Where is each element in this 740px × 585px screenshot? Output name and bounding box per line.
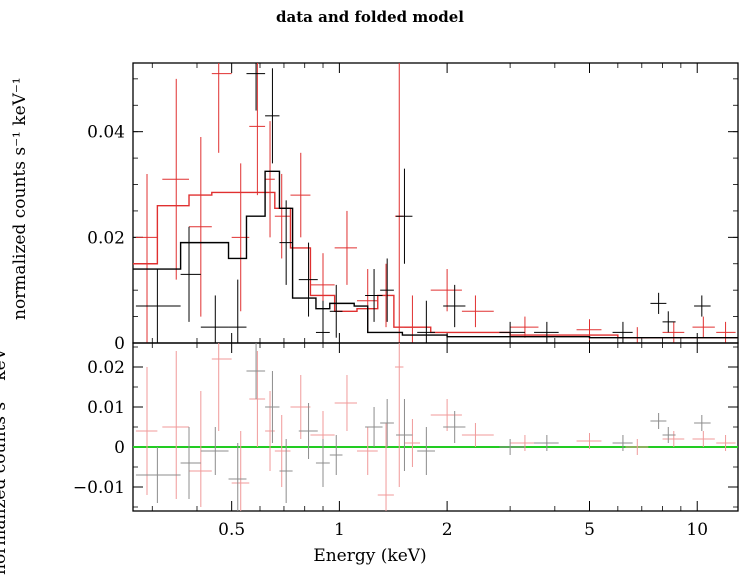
y-tick-label: −0.01 xyxy=(73,478,125,498)
model-line xyxy=(133,170,738,339)
plot-frame xyxy=(132,62,739,344)
y-axis-label-bottom: normalized counts s⁻¹ keV⁻¹ xyxy=(0,332,10,575)
series-1 xyxy=(135,343,711,511)
model-line xyxy=(133,191,738,339)
y-axis-label-top: normalized counts s⁻¹ keV⁻¹ xyxy=(10,77,30,320)
y-tick-label: 0.02 xyxy=(87,228,125,248)
x-tick-label: 2 xyxy=(442,520,453,540)
y-tick-label: 0.04 xyxy=(87,123,125,143)
residual-panel: −0.01 0 0.01 0.02 0.5 1 2 5 10 xyxy=(73,342,739,540)
x-axis-label: Energy (keV) xyxy=(313,546,427,566)
x-tick-label: 10 xyxy=(686,520,708,540)
chart-title: data and folded model xyxy=(276,8,464,26)
data-panel: 0 0.02 0.04 xyxy=(87,62,739,354)
series-0 xyxy=(135,343,736,511)
series-0 xyxy=(133,63,738,343)
x-tick-label: 0.5 xyxy=(218,520,245,540)
x-tick-label: 1 xyxy=(334,520,345,540)
y-tick-label: 0.02 xyxy=(87,358,125,378)
y-tick-label: 0 xyxy=(114,334,125,354)
y-tick-label: 0 xyxy=(114,438,125,458)
y-tick-label: 0.01 xyxy=(87,398,125,418)
x-tick-label: 5 xyxy=(584,520,595,540)
series-1 xyxy=(133,63,738,343)
plot-frame xyxy=(132,342,739,512)
